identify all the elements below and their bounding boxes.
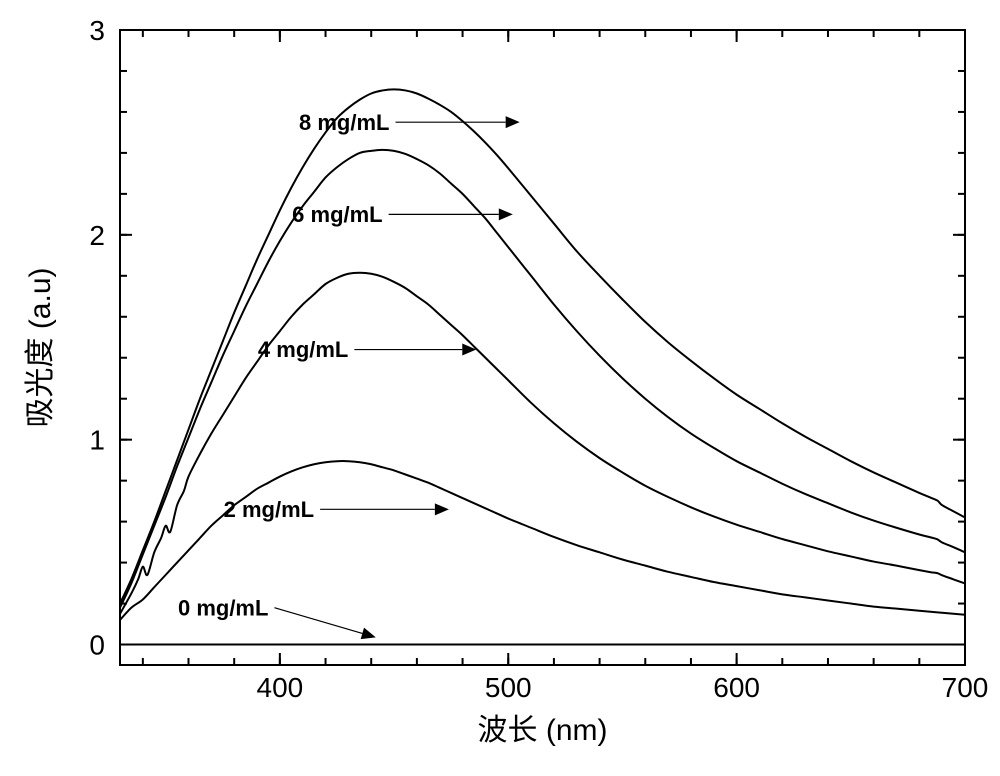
x-tick-label: 700: [942, 672, 989, 703]
y-tick-label: 3: [89, 15, 105, 46]
series-annotation: 0 mg/mL: [178, 595, 268, 620]
absorbance-spectrum-chart: 400 500 600 700 波长 (nm) 0 1 2 3 吸光度 (a.u) 8 mg/mL 6…: [0, 0, 1000, 776]
x-tick-label: 600: [713, 672, 760, 703]
series-annotation: 4 mg/mL: [258, 337, 348, 362]
y-tick-label: 1: [89, 425, 105, 456]
x-axis-title: 波长 (nm): [478, 714, 608, 747]
x-tick-label: 500: [485, 672, 532, 703]
series-annotation: 6 mg/mL: [292, 202, 382, 227]
y-tick-label: 2: [89, 220, 105, 251]
y-axis-title: 吸光度 (a.u): [24, 267, 57, 427]
x-tick-label: 400: [257, 672, 304, 703]
series-annotation: 8 mg/mL: [299, 110, 389, 135]
y-tick-label: 0: [89, 630, 105, 661]
series-annotation: 2 mg/mL: [224, 497, 314, 522]
